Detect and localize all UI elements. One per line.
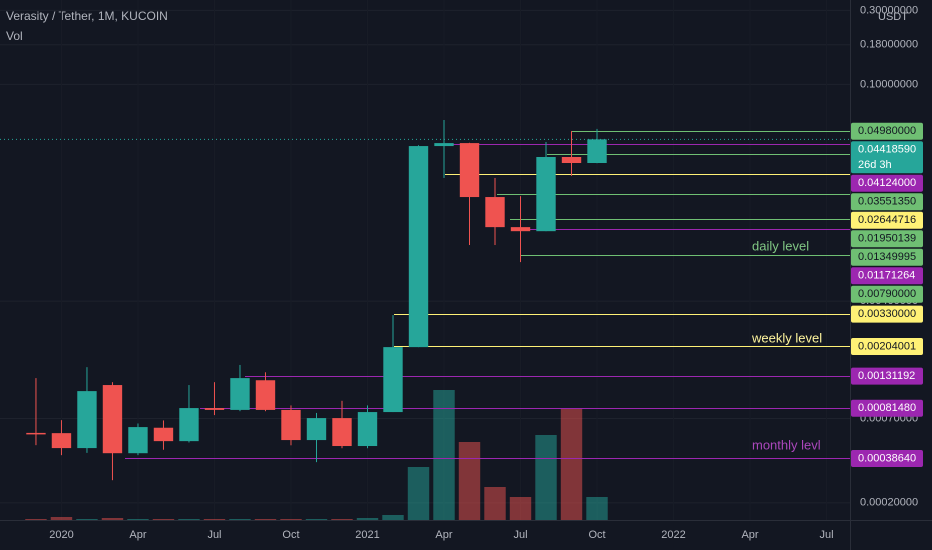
candle-body: [408, 146, 429, 348]
volume-bar: [25, 519, 47, 520]
volume-bar: [586, 497, 608, 520]
x-tick-label: Oct: [588, 529, 605, 541]
x-tick-label: 2021: [355, 529, 379, 541]
level-tag: [851, 211, 923, 229]
x-tick-label: Jul: [513, 529, 527, 541]
volume-bar: [127, 519, 149, 520]
candle-body: [587, 139, 607, 164]
y-tick-label: 0.10000000: [860, 78, 918, 90]
level-label: 0.02644716: [858, 214, 916, 226]
level-label: 0.00131192: [858, 370, 915, 382]
volume-label: Vol: [6, 29, 23, 43]
candle-body: [26, 432, 46, 435]
volume-bar: [484, 487, 506, 520]
level-tag: [851, 174, 923, 192]
level-label: 0.04980000: [858, 125, 916, 137]
level-label: 0.00204001: [858, 340, 916, 352]
level-tag: [851, 248, 923, 266]
last-price-label: 0.04418590: [858, 144, 916, 156]
candle-body: [102, 385, 123, 454]
annotation: weekly level: [751, 330, 822, 345]
candle-body: [306, 418, 327, 441]
volume-bar: [152, 519, 175, 520]
candle-body: [51, 433, 72, 449]
countdown: 26d 3h: [858, 159, 892, 171]
volume-bar: [305, 519, 328, 520]
level-label: 0.04124000: [858, 177, 916, 189]
level-tag: [851, 305, 923, 323]
x-tick-label: Apr: [741, 529, 758, 541]
candle-body: [459, 143, 480, 198]
level-label: 0.00081480: [858, 402, 916, 414]
candle-body: [536, 157, 556, 232]
x-tick-label: Oct: [282, 529, 299, 541]
level-tag: [851, 367, 923, 385]
volume-bar: [203, 519, 226, 520]
axis-unit: USDT: [878, 11, 908, 23]
level-tag: [851, 193, 923, 211]
level-label: 0.00790000: [858, 288, 916, 300]
y-tick-label: 0.00020000: [860, 497, 918, 509]
volume-bar: [560, 409, 583, 520]
volume-bar: [509, 497, 532, 520]
candle-body: [510, 227, 531, 232]
volume-bar: [254, 519, 277, 520]
level-tag: [851, 122, 923, 140]
level-tag: [851, 267, 923, 285]
candle-body: [357, 412, 378, 447]
candle-body: [230, 378, 250, 410]
level-label: 0.00038640: [858, 452, 916, 464]
level-label: 0.03551350: [858, 196, 916, 208]
level-label: 0.00330000: [858, 308, 916, 320]
level-tag: [851, 337, 923, 355]
y-tick-label: 0.18000000: [860, 39, 918, 51]
volume-bar: [331, 519, 353, 520]
level-label: 0.01950139: [858, 233, 916, 245]
volume-bar: [458, 442, 481, 520]
candle-body: [128, 427, 148, 454]
level-tag: [851, 285, 923, 303]
volume-bar: [178, 519, 200, 520]
annotation: monthly levl: [752, 437, 821, 452]
chart-title: Verasity / Tether, 1M, KUCOIN: [6, 9, 168, 23]
volume-bar: [433, 390, 455, 520]
x-tick-label: 2022: [661, 529, 685, 541]
candle-body: [153, 427, 174, 442]
candle-body: [204, 408, 225, 410]
level-label: 0.01171264: [858, 270, 915, 282]
x-tick-label: 2020: [49, 529, 73, 541]
volume-bar: [382, 515, 404, 520]
x-tick-label: Apr: [129, 529, 146, 541]
volume-bar: [535, 435, 557, 520]
level-tag: [851, 230, 923, 248]
level-label: 0.01349995: [858, 251, 916, 263]
annotation: daily level: [752, 238, 809, 253]
volume-bar: [356, 518, 379, 520]
volume-bar: [229, 519, 251, 520]
volume-bar: [280, 519, 302, 520]
last-price-tag: [851, 141, 923, 174]
candle-body: [281, 409, 301, 441]
y-tick-label: 0.30000000: [860, 4, 918, 16]
volume-bar: [101, 518, 124, 520]
volume-bar: [407, 467, 430, 520]
x-tick-label: Jul: [207, 529, 221, 541]
candle-body: [179, 408, 199, 442]
candle-body: [255, 380, 276, 410]
volume-bar: [76, 519, 98, 520]
x-tick-label: Jul: [820, 529, 834, 541]
candle-body: [77, 391, 97, 449]
volume-bar: [50, 517, 73, 520]
x-tick-label: Apr: [435, 529, 452, 541]
level-tag: [851, 399, 923, 417]
candle-body: [561, 157, 582, 164]
candle-body: [485, 197, 505, 228]
candle-body: [332, 418, 352, 447]
candle-body: [434, 143, 454, 147]
level-tag: [851, 449, 923, 467]
candle-body: [383, 347, 403, 413]
